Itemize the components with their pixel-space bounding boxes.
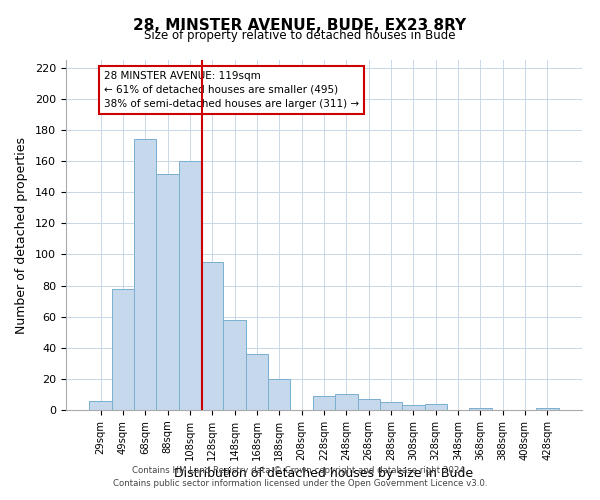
- Y-axis label: Number of detached properties: Number of detached properties: [15, 136, 28, 334]
- Bar: [201, 262, 223, 410]
- Bar: [358, 399, 380, 410]
- Text: 28, MINSTER AVENUE, BUDE, EX23 8RY: 28, MINSTER AVENUE, BUDE, EX23 8RY: [133, 18, 467, 32]
- X-axis label: Distribution of detached houses by size in Bude: Distribution of detached houses by size …: [175, 467, 473, 480]
- Bar: [402, 406, 425, 410]
- Bar: [335, 394, 358, 410]
- Bar: [425, 404, 447, 410]
- Bar: [179, 161, 201, 410]
- Bar: [268, 379, 290, 410]
- Bar: [246, 354, 268, 410]
- Text: Size of property relative to detached houses in Bude: Size of property relative to detached ho…: [144, 29, 456, 42]
- Text: Contains HM Land Registry data © Crown copyright and database right 2024.
Contai: Contains HM Land Registry data © Crown c…: [113, 466, 487, 487]
- Bar: [536, 408, 559, 410]
- Bar: [89, 400, 112, 410]
- Bar: [313, 396, 335, 410]
- Bar: [134, 140, 157, 410]
- Bar: [223, 320, 246, 410]
- Bar: [112, 288, 134, 410]
- Bar: [380, 402, 402, 410]
- Bar: [469, 408, 491, 410]
- Text: 28 MINSTER AVENUE: 119sqm
← 61% of detached houses are smaller (495)
38% of semi: 28 MINSTER AVENUE: 119sqm ← 61% of detac…: [104, 71, 359, 109]
- Bar: [157, 174, 179, 410]
